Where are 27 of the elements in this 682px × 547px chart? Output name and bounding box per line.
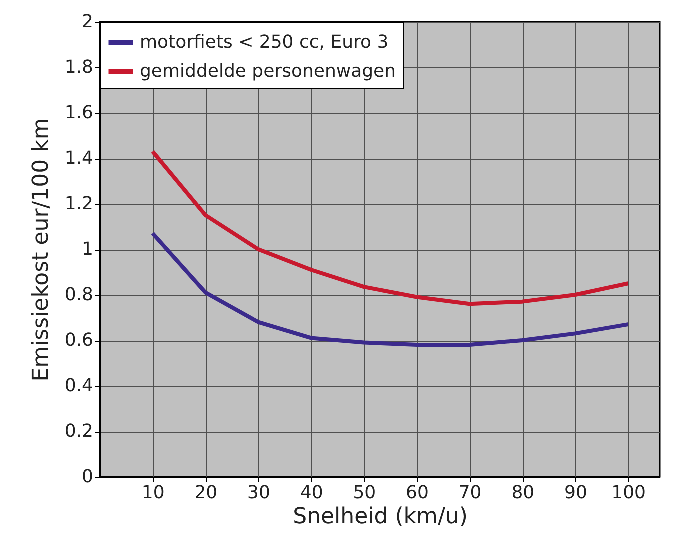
x-tick-label: 60 xyxy=(406,482,429,504)
x-tick-label: 30 xyxy=(248,482,270,504)
y-tick-label: 0.4 xyxy=(64,376,94,396)
x-tick-label: 90 xyxy=(564,482,588,504)
y-tick-label: 0.6 xyxy=(64,330,94,351)
y-tick-label: 1.4 xyxy=(64,148,94,169)
y-tick-label: 1.6 xyxy=(64,102,94,124)
y-tick-label: 2 xyxy=(82,12,94,32)
x-tick-label: 10 xyxy=(142,482,165,504)
y-tick-label: 1 xyxy=(82,239,94,260)
legend-label: gemiddelde personenwagen xyxy=(140,61,396,82)
x-tick-label: 70 xyxy=(458,482,482,504)
y-tick-label: 1.2 xyxy=(64,194,94,214)
x-tick-label: 100 xyxy=(612,482,646,504)
legend-label: motorfiets < 250 cc, Euro 3 xyxy=(140,32,389,53)
x-tick-label: 80 xyxy=(512,482,535,504)
y-tick-label: 1.8 xyxy=(64,57,94,78)
y-axis-title: Emissiekost eur/100 km xyxy=(28,118,54,382)
line-series xyxy=(150,150,630,306)
x-tick-label: 50 xyxy=(353,482,376,504)
x-tick-label: 20 xyxy=(194,482,218,504)
x-tick-label: 40 xyxy=(300,482,324,504)
y-tick-label: 0.2 xyxy=(64,421,94,442)
y-tick-label: 0 xyxy=(82,466,94,488)
line-series xyxy=(150,232,630,348)
x-axis-title: Snelheid (km/u) xyxy=(293,504,468,530)
y-tick-label: 0.8 xyxy=(64,284,94,306)
